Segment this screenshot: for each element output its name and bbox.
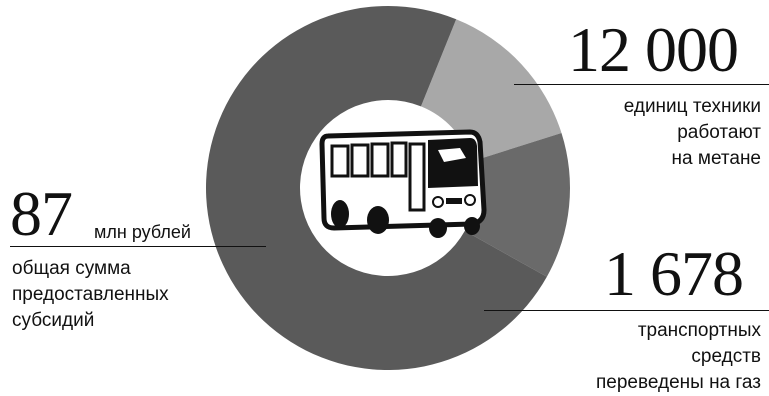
vehicles-value: 12 000 [568,14,739,85]
vehicles-caption-line: работают [677,122,761,143]
converted-leader-line [484,310,769,311]
donut-segment-0 [420,19,562,162]
converted-caption-line: средств [691,346,761,367]
vehicles-leader-line [514,84,769,85]
converted-caption-line: переведены на газ [595,372,761,393]
subsidy-caption-line: предоставленных [12,284,169,305]
donut-segments [206,6,570,371]
converted-value: 1 678 [604,238,744,309]
donut-segment-2 [206,6,547,371]
donut-segment-1 [464,132,570,277]
subsidy-caption-line: общая сумма [12,258,131,279]
vehicles-caption-line: единиц техники [623,96,761,117]
vehicles-caption-line: на метане [671,148,761,169]
subsidy-unit: млн рублей [94,222,191,242]
subsidy-value: 87 [10,178,73,249]
bus-icon [319,129,487,238]
vehicles-caption: единиц техники работают на метане [624,94,761,172]
converted-caption-line: транспортных [637,320,761,341]
subsidy-caption-line: субсидий [12,310,95,331]
subsidy-leader-line [10,246,266,247]
converted-caption: транспортных средств переведены на газ [596,318,761,396]
subsidy-caption: общая сумма предоставленных субсидий [12,256,169,334]
